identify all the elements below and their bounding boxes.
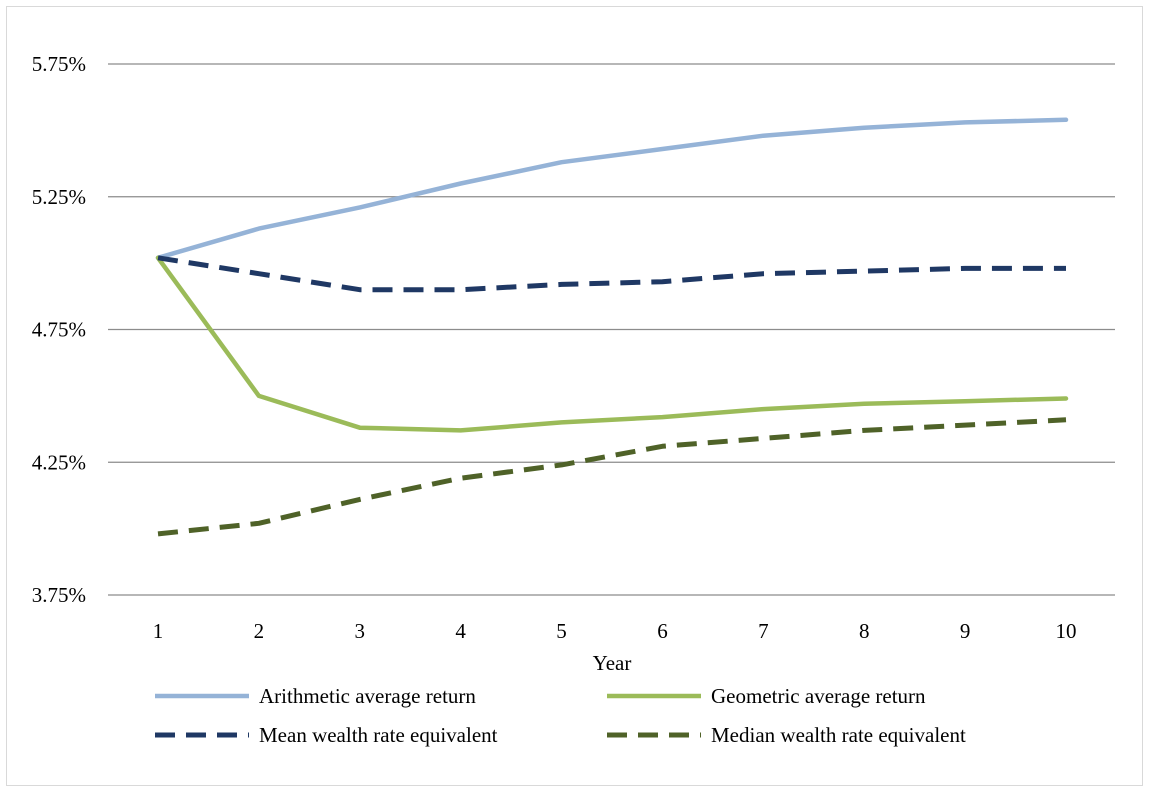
series-lines <box>155 117 1069 537</box>
x-tick-label: 5 <box>556 619 567 643</box>
y-tick-label: 4.75% <box>32 318 86 342</box>
legend-label: Arithmetic average return <box>259 684 476 708</box>
y-tick-label: 3.75% <box>32 583 86 607</box>
legend-label: Median wealth rate equivalent <box>711 723 966 747</box>
x-axis-tick-labels: 1 2 3 4 5 6 7 8 9 10 <box>153 619 1077 643</box>
x-tick-label: 10 <box>1056 619 1077 643</box>
y-axis-tick-labels: 3.75% 4.25% 4.75% 5.25% 5.75% <box>32 52 86 607</box>
x-tick-label: 6 <box>657 619 668 643</box>
x-tick-label: 3 <box>355 619 366 643</box>
series-line-4 <box>157 417 1067 537</box>
chart-frame <box>6 6 1143 786</box>
x-tick-label: 1 <box>153 619 164 643</box>
x-tick-label: 4 <box>455 619 466 643</box>
series-line-1 <box>155 117 1069 261</box>
gridlines <box>108 63 1115 596</box>
legend-label: Geometric average return <box>711 684 926 708</box>
x-axis-label: Year <box>593 651 632 675</box>
legend-label: Mean wealth rate equivalent <box>259 723 498 747</box>
series-line-2 <box>155 255 1069 433</box>
y-tick-label: 5.75% <box>32 52 86 76</box>
x-tick-label: 7 <box>758 619 769 643</box>
x-tick-label: 2 <box>254 619 265 643</box>
series-line-3 <box>157 255 1066 293</box>
x-tick-label: 8 <box>859 619 870 643</box>
legend: Arithmetic average return Geometric avera… <box>155 684 966 747</box>
x-tick-label: 9 <box>960 619 971 643</box>
y-tick-label: 4.25% <box>32 450 86 474</box>
y-tick-label: 5.25% <box>32 185 86 209</box>
